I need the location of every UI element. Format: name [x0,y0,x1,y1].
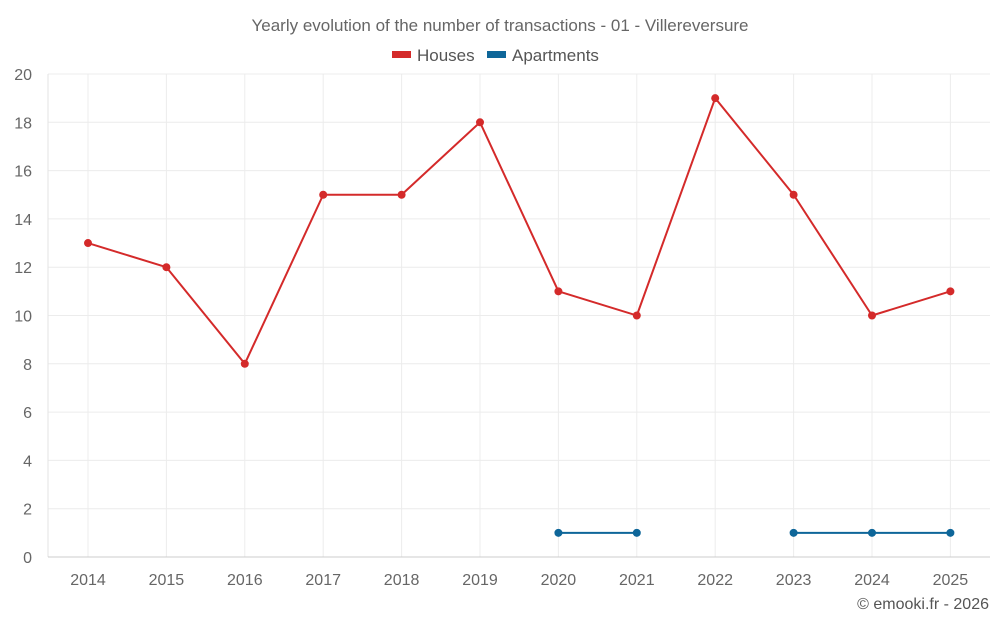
legend-item-apartments[interactable]: Apartments [487,46,599,65]
legend-swatch-apartments [487,51,506,58]
y-tick-label: 10 [14,309,32,326]
data-point-houses[interactable] [84,239,92,248]
y-tick-label: 6 [23,405,32,422]
data-point-apartments[interactable] [554,528,563,537]
data-point-apartments[interactable] [632,528,641,537]
data-point-houses[interactable] [946,287,955,296]
y-tick-label: 4 [23,453,32,470]
data-point-houses[interactable] [632,311,641,320]
x-tick-label: 2014 [70,572,106,589]
x-tick-label: 2018 [384,572,420,589]
y-tick-label: 8 [23,357,32,374]
x-tick-label: 2021 [619,572,655,589]
y-axis: 0 2 4 6 8 10 12 14 16 18 20 [14,67,32,567]
data-point-houses[interactable] [162,263,171,272]
x-tick-label: 2019 [462,572,498,589]
y-tick-label: 16 [14,164,32,181]
data-point-apartments[interactable] [789,528,798,537]
x-tick-label: 2023 [776,572,812,589]
x-tick-label: 2017 [305,572,341,589]
x-tick-label: 2022 [697,572,733,589]
x-tick-label: 2016 [227,572,263,589]
series-houses [84,94,955,368]
x-tick-label: 2015 [149,572,185,589]
x-tick-label: 2024 [854,572,890,589]
y-tick-label: 2 [23,502,32,519]
x-axis: 2014 2015 2016 2017 2018 2019 2020 2021 2022 2023… [70,572,968,589]
chart-title: Yearly evolution of the number of transa… [251,16,748,35]
data-point-houses[interactable] [319,190,328,199]
data-point-apartments[interactable] [946,528,955,537]
data-point-apartments[interactable] [868,528,876,537]
data-point-houses[interactable] [476,118,484,127]
y-tick-label: 20 [14,67,32,84]
legend-item-houses[interactable]: Houses [392,46,475,65]
legend-swatch-houses [392,51,411,58]
data-point-houses[interactable] [397,190,406,199]
data-point-houses[interactable] [240,359,249,368]
plot-area [84,94,955,537]
y-tick-label: 14 [14,212,32,229]
y-tick-label: 12 [14,260,32,277]
x-tick-label: 2020 [541,572,577,589]
x-tick-label: 2025 [933,572,969,589]
data-point-houses[interactable] [868,311,876,320]
legend: Houses Apartments [392,46,599,65]
legend-label-houses: Houses [417,46,475,65]
credit-text: © emooki.fr - 2026 [857,596,989,613]
series-line-houses [87,97,951,365]
legend-label-apartments: Apartments [512,46,599,65]
data-point-houses[interactable] [711,94,720,103]
data-point-houses[interactable] [789,190,798,199]
y-tick-label: 0 [23,550,32,567]
grid [47,73,990,558]
series-apartments [554,528,955,537]
data-point-houses[interactable] [554,287,563,296]
y-tick-label: 18 [14,115,32,132]
